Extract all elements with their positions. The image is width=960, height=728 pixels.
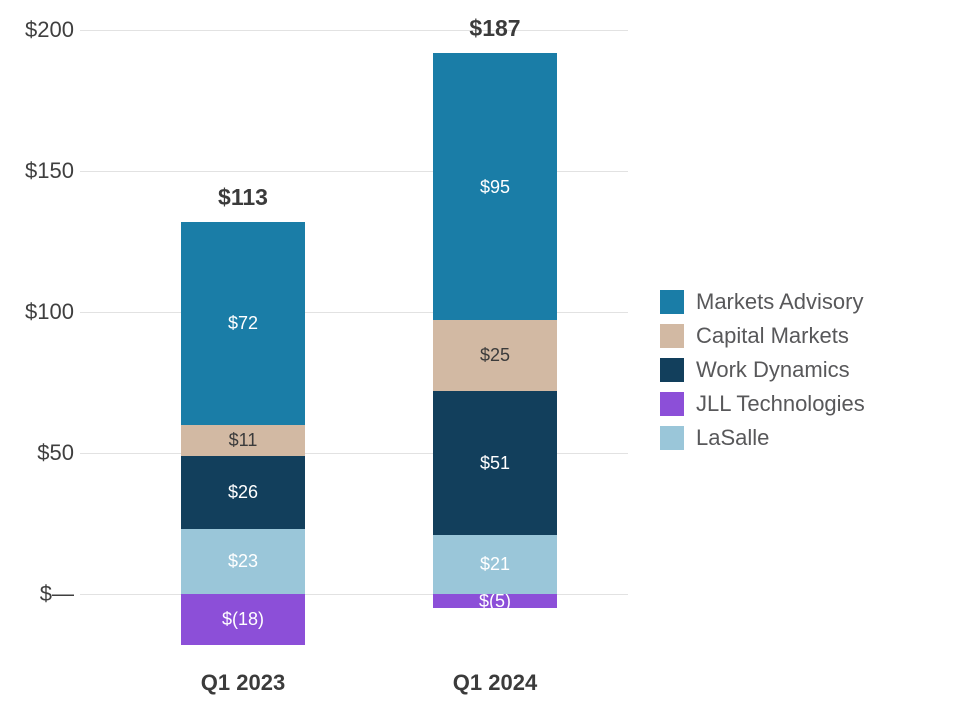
gridline-100 [80,312,628,313]
gridline-0 [80,594,628,595]
legend-label: Work Dynamics [696,357,850,382]
y-axis-tick-label: $— [39,581,74,606]
legend-label: Markets Advisory [696,289,864,314]
segment-value-label: $72 [227,313,259,333]
bar-segment-jll-technologies: $(5) [433,594,557,608]
segment-value-label: $51 [479,452,511,473]
legend-swatch-markets-advisory [660,290,684,314]
bar-segment-markets-advisory: $72 [181,222,305,425]
segment-value-label: $25 [479,345,511,365]
bar-segment-lasalle: $23 [181,529,305,594]
legend-label: JLL Technologies [696,391,865,416]
bar-total-label: $187 [469,15,521,41]
segment-value-label: $95 [479,176,511,197]
y-axis-tick-label: $150 [25,158,74,183]
bar-segment-lasalle: $21 [433,535,557,594]
bar-segment-capital-markets: $25 [433,320,557,391]
y-axis-tick-label: $100 [25,299,74,324]
legend-swatch-work-dynamics [660,358,684,382]
segment-value-label: $21 [479,554,511,574]
segment-value-label: $(5) [478,594,511,608]
y-axis-tick-label: $200 [25,17,74,42]
bar-total-label: $113 [218,184,268,210]
bar-segment-capital-markets: $11 [181,425,305,456]
legend-item-capital-markets: Capital Markets [660,323,865,349]
legend-item-lasalle: LaSalle [660,425,865,451]
bar-segment-markets-advisory: $95 [433,53,557,321]
legend-item-markets-advisory: Markets Advisory [660,289,865,315]
x-axis-category-label: Q1 2024 [452,670,538,695]
bar-segment-work-dynamics: $51 [433,391,557,535]
y-axis-tick-label: $50 [37,440,74,465]
bar-segment-work-dynamics: $26 [181,456,305,529]
legend: Markets Advisory Capital Markets Work Dyna… [660,289,865,459]
gridline-200 [80,30,628,31]
segment-value-label: $23 [227,551,259,571]
legend-swatch-jll-technologies [660,392,684,416]
segment-value-label: $11 [228,430,258,450]
legend-swatch-lasalle [660,426,684,450]
legend-swatch-capital-markets [660,324,684,348]
x-axis-category-label: Q1 2023 [200,670,286,695]
gridline-150 [80,171,628,172]
bar-segment-jll-technologies: $(18) [181,594,305,645]
legend-label: LaSalle [696,425,770,450]
segment-value-label: $26 [227,482,259,502]
legend-item-work-dynamics: Work Dynamics [660,357,865,383]
gridline-50 [80,453,628,454]
segment-value-label: $(18) [221,609,265,629]
legend-item-jll-technologies: JLL Technologies [660,391,865,417]
legend-label: Capital Markets [696,323,849,348]
